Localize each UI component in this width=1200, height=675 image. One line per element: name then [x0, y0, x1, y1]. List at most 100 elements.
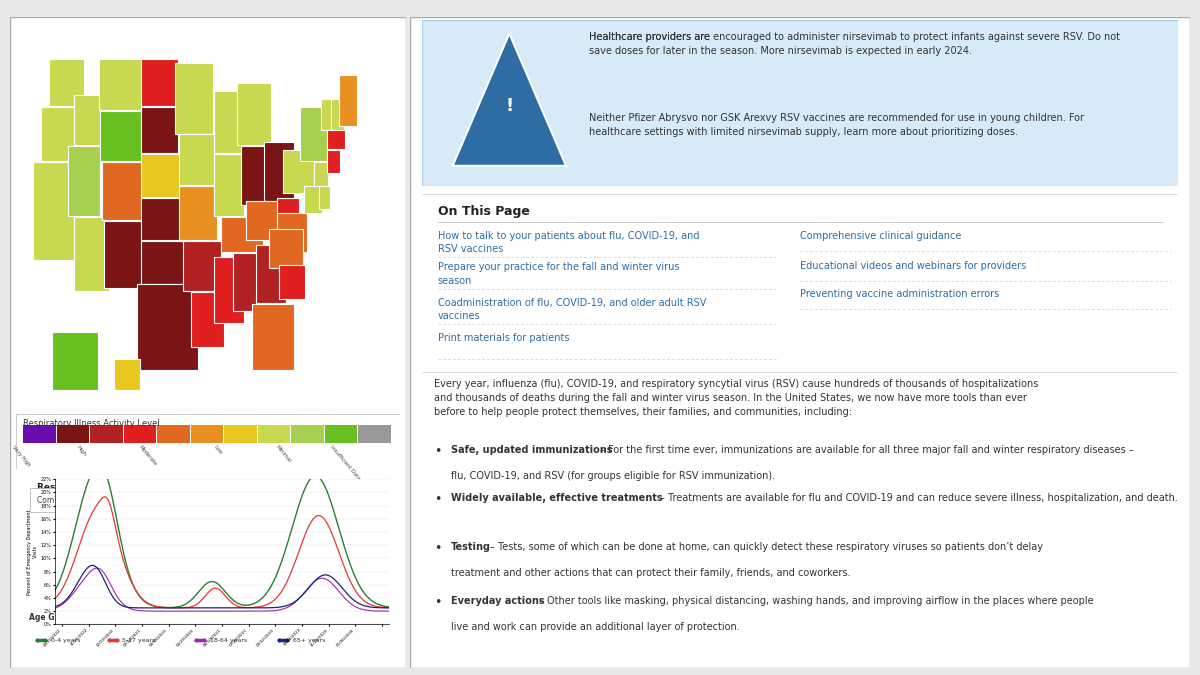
FancyBboxPatch shape — [214, 256, 244, 323]
Text: Comprehensive clinical guidance: Comprehensive clinical guidance — [800, 231, 961, 240]
FancyBboxPatch shape — [222, 217, 263, 252]
FancyBboxPatch shape — [191, 292, 224, 347]
FancyBboxPatch shape — [328, 126, 346, 149]
FancyBboxPatch shape — [23, 425, 55, 443]
FancyBboxPatch shape — [241, 146, 266, 205]
FancyBboxPatch shape — [104, 221, 142, 288]
FancyBboxPatch shape — [328, 150, 340, 173]
Text: – For the first time ever, immunizations are available for all three major fall : – For the first time ever, immunizations… — [600, 445, 1133, 455]
FancyBboxPatch shape — [214, 91, 247, 153]
Text: flu, COVID-19, and RSV (for groups eligible for RSV immunization).: flu, COVID-19, and RSV (for groups eligi… — [451, 471, 775, 481]
Text: VI: VI — [145, 423, 154, 428]
FancyBboxPatch shape — [90, 425, 122, 443]
Text: •: • — [433, 596, 442, 609]
FancyBboxPatch shape — [325, 425, 358, 443]
Text: Everyday actions: Everyday actions — [451, 596, 545, 605]
FancyBboxPatch shape — [184, 241, 221, 292]
FancyBboxPatch shape — [102, 162, 144, 221]
FancyBboxPatch shape — [140, 198, 182, 240]
Text: 65+ years: 65+ years — [293, 638, 325, 643]
FancyBboxPatch shape — [140, 107, 179, 153]
FancyBboxPatch shape — [313, 162, 328, 196]
Text: Every year, influenza (flu), COVID-19, and respiratory syncytial virus (RSV) cau: Every year, influenza (flu), COVID-19, a… — [433, 379, 1038, 416]
FancyBboxPatch shape — [359, 425, 391, 443]
FancyBboxPatch shape — [133, 417, 164, 434]
Text: Coadministration of flu, COVID-19, and older adult RSV
vaccines: Coadministration of flu, COVID-19, and o… — [438, 298, 706, 321]
FancyBboxPatch shape — [92, 417, 124, 434]
FancyBboxPatch shape — [331, 99, 343, 130]
FancyBboxPatch shape — [16, 414, 400, 469]
FancyBboxPatch shape — [73, 95, 106, 145]
FancyBboxPatch shape — [49, 59, 84, 106]
Text: Insufficient Data: Insufficient Data — [329, 445, 361, 481]
FancyBboxPatch shape — [56, 425, 89, 443]
FancyBboxPatch shape — [191, 425, 223, 443]
Text: Educational videos and webinars for providers: Educational videos and webinars for prov… — [800, 261, 1027, 271]
FancyBboxPatch shape — [224, 425, 257, 443]
Text: Week Ending: Week Ending — [180, 599, 235, 608]
FancyBboxPatch shape — [304, 186, 323, 213]
FancyBboxPatch shape — [140, 59, 179, 106]
Text: – Tests, some of which can be done at home, can quickly detect these respiratory: – Tests, some of which can be done at ho… — [490, 542, 1043, 552]
Text: •: • — [433, 493, 442, 506]
Text: – Other tools like masking, physical distancing, washing hands, and improving ai: – Other tools like masking, physical dis… — [539, 596, 1093, 605]
Text: Preventing vaccine administration errors: Preventing vaccine administration errors — [800, 289, 1000, 299]
Text: Widely available, effective treatments: Widely available, effective treatments — [451, 493, 662, 503]
FancyBboxPatch shape — [137, 284, 198, 371]
Text: – Treatments are available for flu and COVID-19 and can reduce severe illness, h: – Treatments are available for flu and C… — [660, 493, 1178, 503]
Text: Testing: Testing — [451, 542, 491, 552]
FancyBboxPatch shape — [252, 304, 294, 371]
FancyBboxPatch shape — [300, 107, 332, 161]
FancyBboxPatch shape — [68, 146, 100, 217]
Text: treatment and other actions that can protect their family, friends, and coworker: treatment and other actions that can pro… — [451, 568, 851, 578]
Text: Neither Pfizer Abrysvo nor GSK Arexvy RSV vaccines are recommended for use in yo: Neither Pfizer Abrysvo nor GSK Arexvy RS… — [589, 113, 1084, 137]
Text: 0-4 years: 0-4 years — [52, 638, 80, 643]
FancyBboxPatch shape — [410, 17, 1190, 668]
Text: Moderate: Moderate — [138, 445, 157, 467]
FancyBboxPatch shape — [283, 150, 317, 193]
FancyBboxPatch shape — [256, 245, 286, 303]
FancyBboxPatch shape — [157, 425, 190, 443]
Text: How to talk to your patients about flu, COVID-19, and
RSV vaccines: How to talk to your patients about flu, … — [438, 231, 700, 254]
FancyBboxPatch shape — [246, 201, 284, 240]
Text: Print materials for patients: Print materials for patients — [438, 333, 569, 343]
Text: On This Page: On This Page — [438, 205, 529, 219]
FancyBboxPatch shape — [277, 213, 307, 252]
Text: Prepare your practice for the fall and winter virus
season: Prepare your practice for the fall and w… — [438, 263, 679, 286]
FancyBboxPatch shape — [338, 75, 356, 126]
Text: High: High — [76, 445, 86, 457]
FancyBboxPatch shape — [264, 142, 294, 200]
FancyBboxPatch shape — [34, 162, 74, 260]
FancyBboxPatch shape — [277, 198, 299, 232]
FancyBboxPatch shape — [319, 186, 330, 209]
FancyBboxPatch shape — [124, 425, 156, 443]
FancyBboxPatch shape — [179, 134, 217, 185]
FancyBboxPatch shape — [73, 217, 109, 292]
FancyBboxPatch shape — [214, 154, 244, 217]
Text: Minimal: Minimal — [275, 445, 292, 464]
FancyBboxPatch shape — [41, 107, 78, 161]
FancyBboxPatch shape — [98, 59, 144, 110]
FancyBboxPatch shape — [140, 154, 182, 196]
FancyBboxPatch shape — [322, 99, 334, 130]
Text: Healthcare providers are encouraged to administer nirsevimab to protect infants : Healthcare providers are encouraged to a… — [589, 32, 1120, 56]
FancyBboxPatch shape — [258, 425, 290, 443]
Text: live and work can provide an additional layer of protection.: live and work can provide an additional … — [451, 622, 740, 632]
FancyBboxPatch shape — [233, 253, 259, 311]
Text: Age Groups: Age Groups — [29, 613, 79, 622]
Text: Respiratory Illness: Respiratory Illness — [37, 483, 133, 491]
Polygon shape — [452, 34, 566, 166]
Text: Territories: Territories — [28, 420, 66, 429]
Y-axis label: Percent of Emergency Department
Visits: Percent of Emergency Department Visits — [28, 509, 38, 595]
FancyBboxPatch shape — [175, 63, 212, 134]
FancyBboxPatch shape — [270, 229, 304, 268]
Text: •: • — [433, 445, 442, 458]
Text: Safe, updated immunizations: Safe, updated immunizations — [451, 445, 613, 455]
FancyBboxPatch shape — [280, 265, 305, 300]
FancyBboxPatch shape — [53, 332, 97, 390]
Text: •: • — [433, 542, 442, 555]
FancyBboxPatch shape — [140, 241, 186, 284]
FancyBboxPatch shape — [10, 17, 406, 668]
Text: 18-64 years: 18-64 years — [210, 638, 247, 643]
FancyBboxPatch shape — [114, 359, 140, 390]
